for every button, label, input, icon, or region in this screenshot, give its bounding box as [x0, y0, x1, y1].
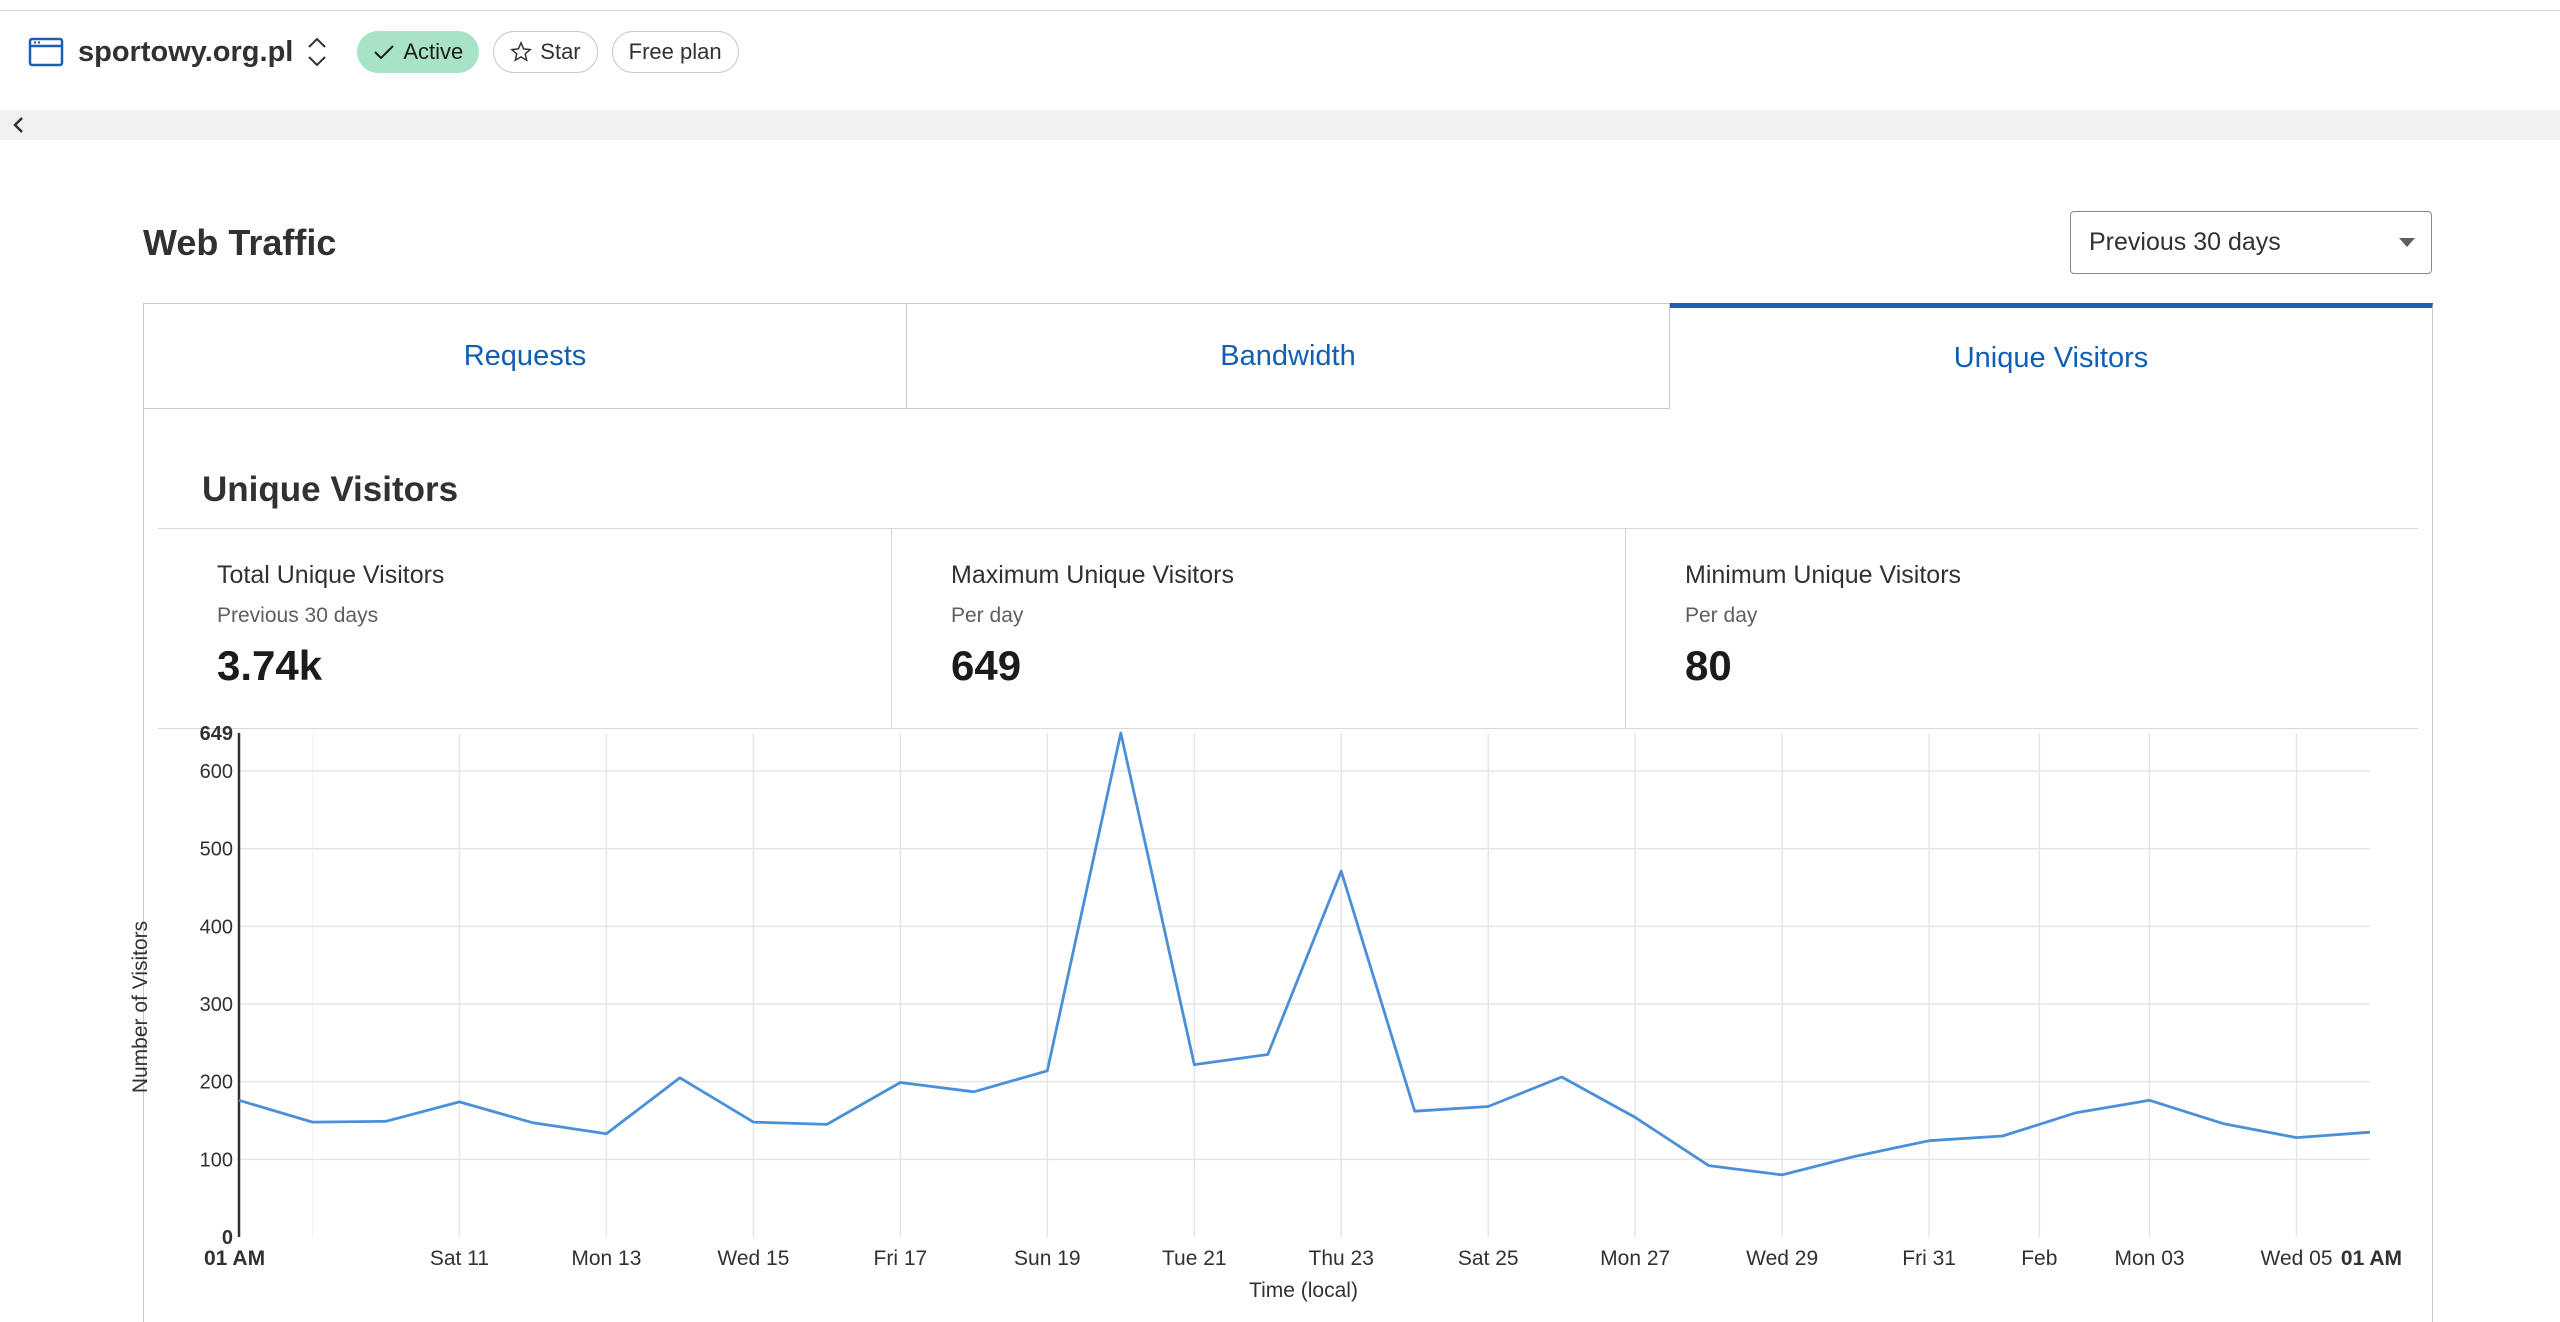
stat-total: Total Unique Visitors Previous 30 days 3… [158, 529, 892, 728]
status-badge: Active [357, 31, 480, 73]
site-header: sportowy.org.pl Active Star Free plan [28, 28, 739, 76]
stat-sub: Previous 30 days [217, 604, 379, 627]
traffic-panel [143, 303, 2433, 1322]
tab-requests[interactable]: Requests [143, 303, 907, 409]
x-tick-label: Sat 25 [1458, 1247, 1519, 1270]
x-tick-label: Wed 15 [717, 1247, 789, 1270]
stat-label: Maximum Unique Visitors [951, 561, 1234, 589]
stat-maximum: Maximum Unique Visitors Per day 649 [892, 529, 1626, 728]
stat-label: Minimum Unique Visitors [1685, 561, 1962, 589]
plan-badge-label: Free plan [628, 39, 722, 64]
x-tick-label: Sun 19 [1014, 1247, 1081, 1270]
status-badge-label: Active [403, 39, 464, 64]
stat-sub: Per day [1685, 604, 1758, 627]
y-tick-label: 100 [200, 1149, 233, 1171]
stat-value: 649 [951, 642, 1022, 689]
traffic-tabs: Requests Bandwidth Unique Visitors [143, 303, 2433, 409]
x-tick-label: Mon 13 [571, 1247, 641, 1270]
star-button-label: Star [540, 39, 581, 64]
tab-bandwidth[interactable]: Bandwidth [907, 303, 1670, 409]
x-tick-label: Wed 29 [1746, 1247, 1818, 1270]
x-tick-label: Mon 03 [2115, 1247, 2185, 1270]
x-axis-label: Time (local) [1249, 1279, 1358, 1302]
stat-value: 3.74k [217, 642, 323, 689]
x-tick-label: Mon 27 [1600, 1247, 1670, 1270]
star-button[interactable]: Star [493, 31, 598, 73]
unique-visitors-chart: 0 100 200 300 400 500 600 649 01 AM Sat 11 Mon 13 W… [129, 723, 2402, 1302]
stat-minimum: Minimum Unique Visitors Per day 80 [1626, 529, 2418, 728]
x-tick-label: Sat 11 [430, 1247, 489, 1270]
date-range-select[interactable]: Previous 30 days [2070, 211, 2432, 274]
page-title: Web Traffic [143, 222, 337, 263]
top-border [0, 10, 2560, 11]
y-tick-label: 649 [200, 723, 233, 745]
star-icon [510, 41, 533, 62]
chevron-left-icon[interactable] [8, 114, 30, 136]
stats-row: Total Unique Visitors Previous 30 days 3… [158, 528, 2418, 729]
check-icon [374, 45, 395, 60]
x-tick-label: Wed 05 [2261, 1247, 2333, 1270]
site-name: sportowy.org.pl [78, 35, 294, 68]
x-tick-label: 01 AM [204, 1247, 265, 1270]
y-tick-label: 400 [200, 916, 233, 938]
x-tick-label: 01 AM [2341, 1247, 2402, 1270]
stat-label: Total Unique Visitors [217, 561, 445, 589]
y-tick-label: 600 [200, 761, 233, 783]
collapse-bar [0, 110, 2560, 140]
y-tick-label: 0 [222, 1227, 233, 1249]
caret-down-icon [2399, 238, 2415, 247]
x-tick-label: Tue 21 [1162, 1247, 1227, 1270]
x-tick-label: Fri 31 [1902, 1247, 1956, 1270]
chevron-up-down-icon[interactable] [305, 35, 329, 69]
panel-title: Unique Visitors [202, 470, 459, 509]
x-tick-label: Thu 23 [1309, 1247, 1374, 1270]
series-line [238, 731, 2371, 1177]
browser-window-icon [28, 36, 64, 68]
plan-badge[interactable]: Free plan [611, 31, 739, 73]
stat-value: 80 [1685, 642, 1732, 689]
tab-unique-visitors[interactable]: Unique Visitors [1670, 303, 2433, 409]
y-tick-label: 300 [200, 994, 233, 1016]
y-tick-label: 500 [200, 839, 233, 861]
x-tick-label: Feb [2021, 1247, 2057, 1270]
date-range-value: Previous 30 days [2089, 228, 2281, 256]
y-axis-label: Number of Visitors [129, 921, 152, 1093]
y-tick-label: 200 [200, 1072, 233, 1094]
x-tick-label: Fri 17 [874, 1247, 928, 1270]
stat-sub: Per day [951, 604, 1024, 627]
